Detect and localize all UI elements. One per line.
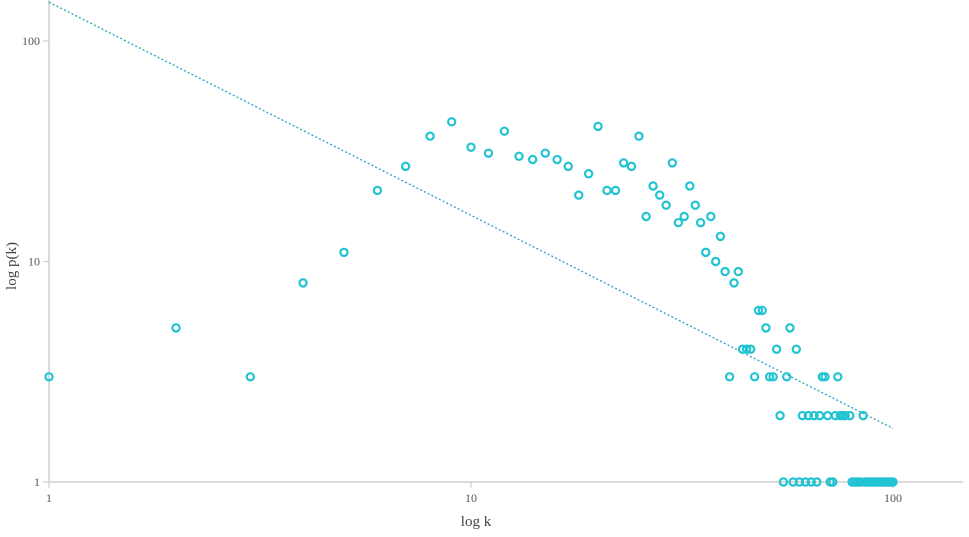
data-point[interactable] — [483, 148, 494, 158]
data-point[interactable] — [833, 372, 843, 382]
data-point[interactable] — [499, 126, 510, 136]
data-point[interactable] — [245, 372, 256, 382]
data-point[interactable] — [729, 278, 739, 288]
data-point[interactable] — [800, 477, 811, 487]
data-point[interactable] — [701, 247, 711, 258]
data-point[interactable] — [552, 154, 562, 165]
trend-line-group — [48, 1, 894, 430]
data-point[interactable] — [540, 148, 551, 158]
data-point[interactable] — [527, 154, 538, 165]
data-point[interactable] — [425, 131, 435, 141]
tick-group: 1 10 100 1 10 100 — [22, 34, 902, 505]
data-point[interactable] — [797, 410, 808, 421]
data-point[interactable] — [298, 278, 308, 288]
data-point[interactable] — [583, 169, 594, 179]
x-tick-label: 100 — [884, 491, 902, 505]
data-point[interactable] — [641, 211, 651, 222]
data-point[interactable] — [618, 158, 629, 168]
data-point[interactable] — [768, 372, 778, 382]
data-point[interactable] — [446, 117, 457, 127]
data-point[interactable] — [400, 161, 411, 172]
data-point[interactable] — [634, 131, 644, 141]
data-point[interactable] — [888, 477, 898, 487]
data-point[interactable] — [610, 185, 621, 196]
data-point[interactable] — [845, 410, 855, 421]
data-point[interactable] — [593, 121, 603, 132]
trend-line — [48, 1, 894, 430]
data-point[interactable] — [858, 410, 868, 421]
data-point[interactable] — [667, 158, 678, 168]
x-tick-label: 10 — [465, 491, 477, 505]
data-point[interactable] — [673, 217, 684, 228]
data-point[interactable] — [563, 161, 573, 172]
data-point[interactable] — [661, 200, 671, 210]
axes — [48, 0, 963, 483]
data-point[interactable] — [771, 344, 782, 354]
y-tick-label: 1 — [34, 475, 40, 489]
data-point[interactable] — [806, 477, 816, 487]
data-point[interactable] — [466, 142, 476, 152]
data-point[interactable] — [814, 410, 825, 421]
data-point[interactable] — [574, 190, 584, 200]
data-point[interactable] — [775, 410, 785, 421]
data-point[interactable] — [812, 477, 822, 487]
data-point[interactable] — [803, 410, 814, 421]
data-point[interactable] — [778, 477, 789, 487]
data-point[interactable] — [514, 151, 524, 161]
data-point[interactable] — [791, 344, 802, 354]
data-point[interactable] — [44, 372, 54, 382]
data-point[interactable] — [655, 190, 665, 200]
data-point[interactable] — [372, 185, 383, 196]
data-point[interactable] — [695, 217, 706, 228]
data-point[interactable] — [840, 410, 850, 421]
data-point[interactable] — [710, 256, 721, 267]
data-points — [44, 117, 898, 487]
data-point[interactable] — [764, 372, 775, 382]
data-point[interactable] — [761, 323, 771, 333]
x-axis-title: log k — [461, 514, 492, 530]
data-point[interactable] — [741, 344, 752, 354]
data-point[interactable] — [648, 181, 658, 191]
y-tick-label: 100 — [22, 34, 40, 48]
data-point[interactable] — [679, 211, 689, 222]
data-point[interactable] — [828, 477, 838, 487]
data-point[interactable] — [685, 181, 695, 191]
data-point[interactable] — [626, 161, 637, 172]
y-tick-label: 10 — [28, 255, 40, 269]
data-point[interactable] — [706, 211, 716, 222]
data-point[interactable] — [753, 305, 764, 316]
data-point[interactable] — [745, 344, 756, 354]
data-point[interactable] — [602, 185, 612, 196]
y-axis-title: log p(k) — [4, 242, 20, 290]
data-point[interactable] — [757, 305, 767, 316]
data-point[interactable] — [339, 247, 349, 258]
data-point[interactable] — [690, 200, 700, 210]
data-point[interactable] — [749, 372, 760, 382]
data-point[interactable] — [724, 372, 735, 382]
data-point[interactable] — [720, 266, 730, 277]
data-point[interactable] — [794, 477, 805, 487]
data-point[interactable] — [785, 323, 795, 333]
data-point[interactable] — [171, 323, 181, 333]
data-point[interactable] — [820, 372, 830, 382]
data-point[interactable] — [809, 410, 819, 421]
data-point[interactable] — [822, 410, 833, 421]
data-point[interactable] — [733, 266, 744, 277]
data-point[interactable] — [782, 372, 792, 382]
x-tick-label: 1 — [46, 491, 52, 505]
data-point[interactable] — [715, 231, 726, 242]
